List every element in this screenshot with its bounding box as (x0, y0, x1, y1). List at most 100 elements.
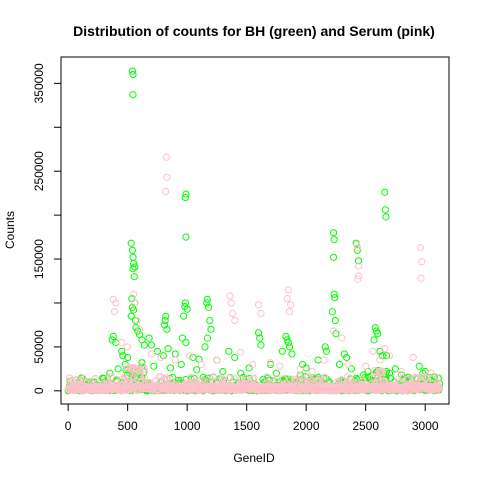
serum-point (283, 294, 291, 303)
serum-point (354, 275, 362, 283)
serum-point (91, 374, 99, 383)
serum-point (147, 350, 156, 358)
x-tick-label: 2000 (293, 419, 320, 433)
bh-point (119, 352, 127, 360)
bh-point (354, 257, 363, 265)
serum-point (140, 373, 148, 382)
x-tick-label: 500 (118, 419, 138, 433)
bh-point (164, 345, 172, 353)
bh-point (182, 233, 190, 241)
serum-point (428, 374, 437, 382)
serum-point (157, 353, 165, 362)
bh-point (130, 273, 138, 281)
bh-point (302, 364, 310, 372)
bh-point (153, 347, 161, 355)
bh-point (178, 334, 186, 342)
bh-point (129, 91, 137, 99)
bh-point (201, 343, 209, 351)
plot-frame (60, 56, 450, 405)
serum-point (417, 274, 425, 282)
bh-point (171, 350, 179, 358)
serum-point (230, 374, 238, 382)
serum-point (254, 301, 263, 309)
bh-point (373, 330, 382, 338)
bh-point (385, 369, 394, 377)
serum-point (296, 365, 304, 373)
bh-point (381, 188, 389, 196)
bh-point (182, 338, 190, 347)
serum-point (110, 308, 119, 316)
serum-point (378, 370, 386, 378)
bh-point (181, 193, 189, 202)
serum-point (435, 374, 443, 382)
bh-point (415, 362, 423, 370)
bh-point (225, 347, 233, 355)
bh-point (335, 360, 344, 369)
bh-point (321, 343, 329, 351)
serum-point (418, 258, 426, 266)
bh-point (343, 353, 351, 362)
serum-point (131, 367, 139, 375)
bh-point (371, 323, 379, 332)
bh-point (145, 334, 153, 342)
bh-point (127, 312, 135, 320)
bh-point (183, 305, 191, 313)
serum-point (354, 272, 363, 280)
serum-point (329, 327, 338, 335)
bh-point (353, 246, 361, 254)
serum-point (131, 299, 139, 307)
serum-point (412, 373, 420, 381)
bh-point (391, 365, 400, 373)
bh-point (231, 353, 239, 362)
serum-point (409, 353, 417, 362)
serum-point (125, 374, 133, 382)
bh-point (330, 290, 338, 298)
chart-title: Distribution of counts for BH (green) an… (73, 23, 435, 39)
bh-point (203, 295, 211, 304)
bh-point (382, 213, 390, 221)
serum-point (346, 374, 354, 382)
serum-point (285, 308, 294, 316)
bh-point (128, 246, 137, 254)
serum-point (421, 374, 429, 382)
serum-point (136, 372, 144, 381)
bh-point (203, 299, 211, 307)
serum-point (287, 301, 295, 309)
bh-point (370, 336, 378, 344)
bh-point (140, 341, 148, 349)
serum-point (213, 356, 221, 364)
serum-point (433, 380, 441, 388)
x-tick-label: 3000 (412, 419, 439, 433)
bh-point (328, 308, 336, 316)
bh-point (166, 364, 175, 372)
serum-point (185, 352, 194, 360)
bh-point (256, 334, 264, 342)
bh-point (182, 190, 190, 198)
bh-point (147, 341, 156, 349)
serum-point (171, 356, 179, 364)
bh-point (150, 362, 158, 370)
serum-point (123, 364, 132, 372)
bh-point (329, 253, 338, 261)
serum-point (130, 290, 138, 298)
serum-point (286, 375, 295, 383)
bh-point (347, 365, 355, 373)
serum-point (344, 360, 352, 369)
bh-point (109, 332, 117, 340)
y-tick-label: 250000 (32, 151, 46, 191)
bh-point (129, 70, 137, 79)
bh-point (127, 239, 135, 247)
serum-point (320, 356, 328, 364)
x-axis-label: GeneID (233, 451, 275, 465)
bh-point (331, 294, 339, 302)
serum-point (124, 343, 132, 351)
serum-point (103, 375, 111, 383)
serum-point (249, 360, 257, 369)
serum-point (435, 384, 443, 392)
serum-point (416, 244, 425, 252)
serum-point (231, 316, 239, 325)
serum-point (411, 375, 419, 383)
serum-point (250, 374, 258, 382)
bh-point (314, 356, 322, 364)
serum-point (112, 299, 120, 307)
